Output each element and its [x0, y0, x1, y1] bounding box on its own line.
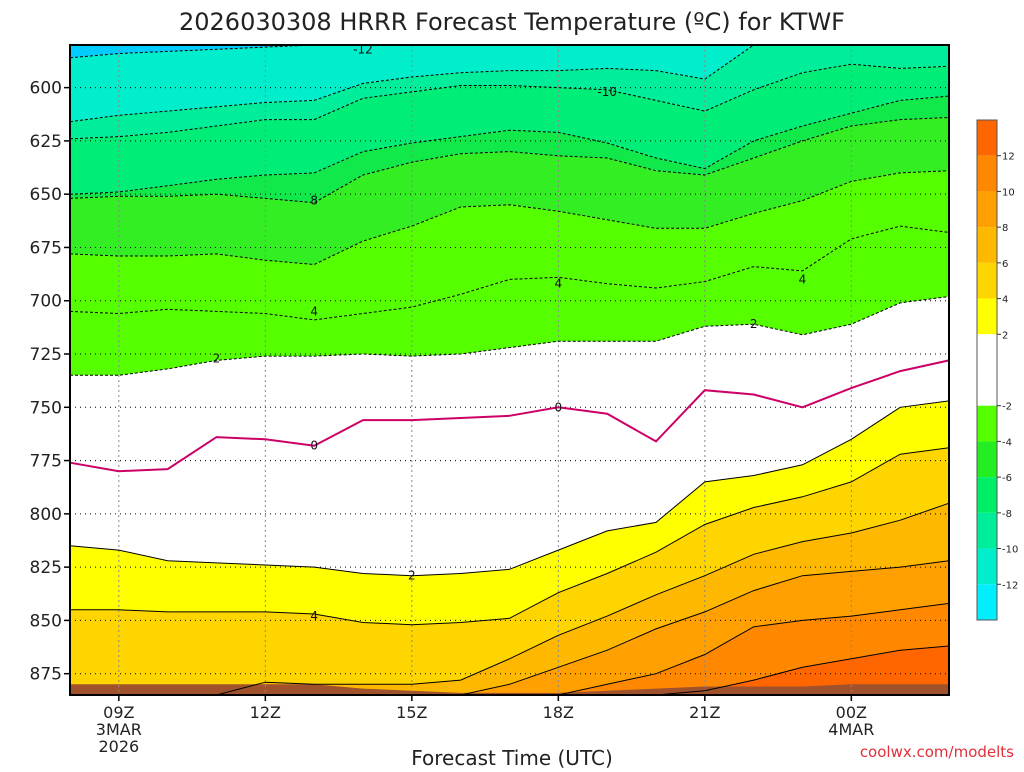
colorbar-band-8 — [977, 441, 997, 478]
band-4-6 — [70, 447, 949, 695]
y-tick-label-625: 625 — [30, 132, 62, 152]
contour-label-2: 8 — [310, 194, 318, 208]
colorbar-label-10: -10 — [1002, 545, 1018, 556]
colorbar-label-4: 4 — [1002, 295, 1008, 306]
y-tick-label-600: 600 — [30, 79, 62, 99]
axes: 60062565067570072575077580082585087509Z3… — [30, 44, 950, 756]
contour-label-3: 4 — [555, 277, 563, 291]
x-tick-year-09Z: 2026 — [98, 737, 139, 756]
x-axis-label: Forecast Time (UTC) — [411, 746, 613, 768]
isotherm-0 — [69, 225, 950, 321]
colorbar-label-0: 12 — [1002, 152, 1015, 163]
contour-label-7: 2 — [750, 317, 758, 331]
colorbar-band-12 — [977, 584, 997, 620]
freezing-line — [69, 359, 950, 473]
isotherm-2 — [70, 296, 950, 376]
band-10-12 — [70, 603, 949, 695]
band-minus4-minus2 — [70, 117, 949, 265]
y-tick-label-775: 775 — [30, 452, 62, 472]
colorbar-band-9 — [977, 477, 997, 513]
band-minus2-0 — [70, 170, 949, 320]
contour-label-6: 2 — [213, 351, 221, 365]
y-tick-label-750: 750 — [30, 398, 62, 418]
colorbar-label-1: 10 — [1002, 187, 1015, 198]
y-tick-label-650: 650 — [30, 185, 62, 205]
colorbar-label-8: -6 — [1002, 473, 1012, 484]
isotherm--8 — [69, 63, 950, 140]
isotherm--4 — [69, 117, 950, 204]
x-tick-label-00Z: 00Z — [836, 703, 867, 722]
y-tick-label-850: 850 — [30, 611, 62, 631]
grid-lines — [70, 45, 949, 695]
x-tick-label-12Z: 12Z — [250, 703, 281, 722]
y-tick-label-800: 800 — [30, 505, 62, 525]
y-tick-label-675: 675 — [30, 238, 62, 258]
colorbar-frame — [976, 119, 998, 621]
contour-label-9: 0 — [555, 400, 563, 414]
colorbar-band-6 — [977, 334, 997, 406]
warm-isotherm-4 — [70, 447, 950, 626]
colorbar-band-10 — [977, 512, 997, 549]
contour-label-4: 4 — [799, 272, 807, 286]
colorbar-band-2 — [977, 191, 997, 228]
x-tick-label-15Z: 15Z — [396, 703, 427, 722]
colorbar-band-3 — [977, 227, 997, 263]
contour-label-1: -10 — [597, 85, 617, 99]
band-8-10 — [70, 560, 949, 695]
colorbar-label-11: -12 — [1002, 580, 1018, 591]
y-tick-label-825: 825 — [30, 558, 62, 578]
contour-label-5: 4 — [310, 304, 318, 318]
band-2-4 — [70, 400, 949, 625]
colorbar-band-5 — [977, 298, 997, 335]
band-minus6-minus4 — [70, 96, 949, 203]
x-tick-label-21Z: 21Z — [689, 703, 720, 722]
x-tick-date-00Z: 4MAR — [828, 720, 874, 739]
colorbar-band-0 — [977, 120, 997, 156]
credit-label: coolwx.com/modelts — [860, 743, 1014, 761]
colorbar-label-9: -8 — [1002, 509, 1012, 520]
contour-label-10: 2 — [408, 569, 416, 583]
colorbar-band-11 — [977, 548, 997, 585]
colorbar-label-3: 6 — [1002, 259, 1008, 270]
isotherm--2 — [69, 170, 950, 266]
colorbar-label-6: -2 — [1002, 402, 1012, 413]
isotherm--10 — [69, 44, 949, 123]
y-tick-label-725: 725 — [30, 345, 62, 365]
band-minus8-minus6 — [70, 64, 949, 195]
y-tick-label-700: 700 — [30, 292, 62, 312]
terrain-ground — [70, 684, 949, 695]
contour-label-8: 0 — [310, 439, 318, 453]
x-tick-label-09Z: 09Z — [103, 703, 134, 722]
colorbar: 12 10 8 6 4 2 -2 -4 -6 -8 -10 -12 — [976, 119, 1018, 621]
colorbar-label-7: -4 — [1002, 437, 1012, 448]
colorbar-band-1 — [977, 155, 997, 192]
y-tick-label-875: 875 — [30, 665, 62, 685]
band-minus10-minus8 — [70, 45, 949, 139]
plot-area — [70, 45, 949, 695]
band-minus12-minus10 — [70, 45, 949, 122]
colorbar-band-7 — [977, 405, 997, 442]
band-minus2-plus2-green — [70, 226, 949, 376]
x-tick-label-18Z: 18Z — [543, 703, 574, 722]
band-below-minus12 — [70, 45, 949, 58]
colorbar-label-2: 8 — [1002, 223, 1008, 234]
isotherm--6 — [69, 95, 950, 195]
colorbar-label-5: 2 — [1002, 330, 1008, 341]
plot-frame — [69, 44, 950, 696]
contour-label-11: 4 — [310, 609, 318, 623]
warm-isotherm-2 — [69, 400, 950, 577]
colorbar-band-4 — [977, 262, 997, 299]
chart-title: 2026030308 HRRR Forecast Temperature (ºC… — [179, 8, 845, 36]
x-tick-date-09Z: 3MAR — [96, 720, 142, 739]
